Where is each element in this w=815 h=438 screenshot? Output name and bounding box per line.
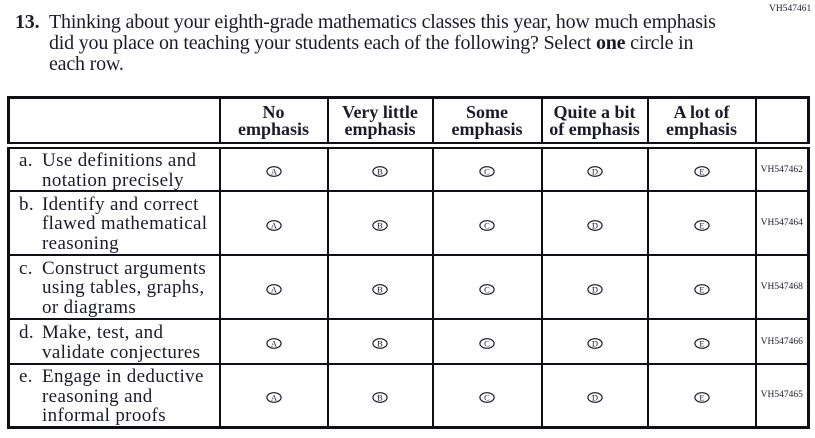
svg-text:A: A xyxy=(270,166,277,176)
svg-text:E: E xyxy=(699,284,704,294)
svg-text:D: D xyxy=(591,338,597,348)
svg-text:A: A xyxy=(270,338,277,348)
svg-text:B: B xyxy=(377,284,383,294)
svg-text:C: C xyxy=(484,338,490,348)
svg-text:D: D xyxy=(591,166,597,176)
svg-text:C: C xyxy=(484,220,490,230)
svg-text:E: E xyxy=(699,166,704,176)
svg-text:D: D xyxy=(591,392,597,402)
svg-text:B: B xyxy=(377,338,383,348)
svg-text:D: D xyxy=(591,220,597,230)
svg-text:E: E xyxy=(699,338,704,348)
svg-text:B: B xyxy=(377,392,383,402)
svg-text:A: A xyxy=(270,284,277,294)
svg-text:C: C xyxy=(484,284,490,294)
svg-text:D: D xyxy=(591,284,597,294)
svg-text:E: E xyxy=(699,220,704,230)
svg-text:B: B xyxy=(377,220,383,230)
svg-text:B: B xyxy=(377,166,383,176)
svg-text:A: A xyxy=(270,392,277,402)
svg-text:E: E xyxy=(699,392,704,402)
svg-text:A: A xyxy=(270,220,277,230)
svg-text:C: C xyxy=(484,392,490,402)
svg-text:C: C xyxy=(484,166,490,176)
